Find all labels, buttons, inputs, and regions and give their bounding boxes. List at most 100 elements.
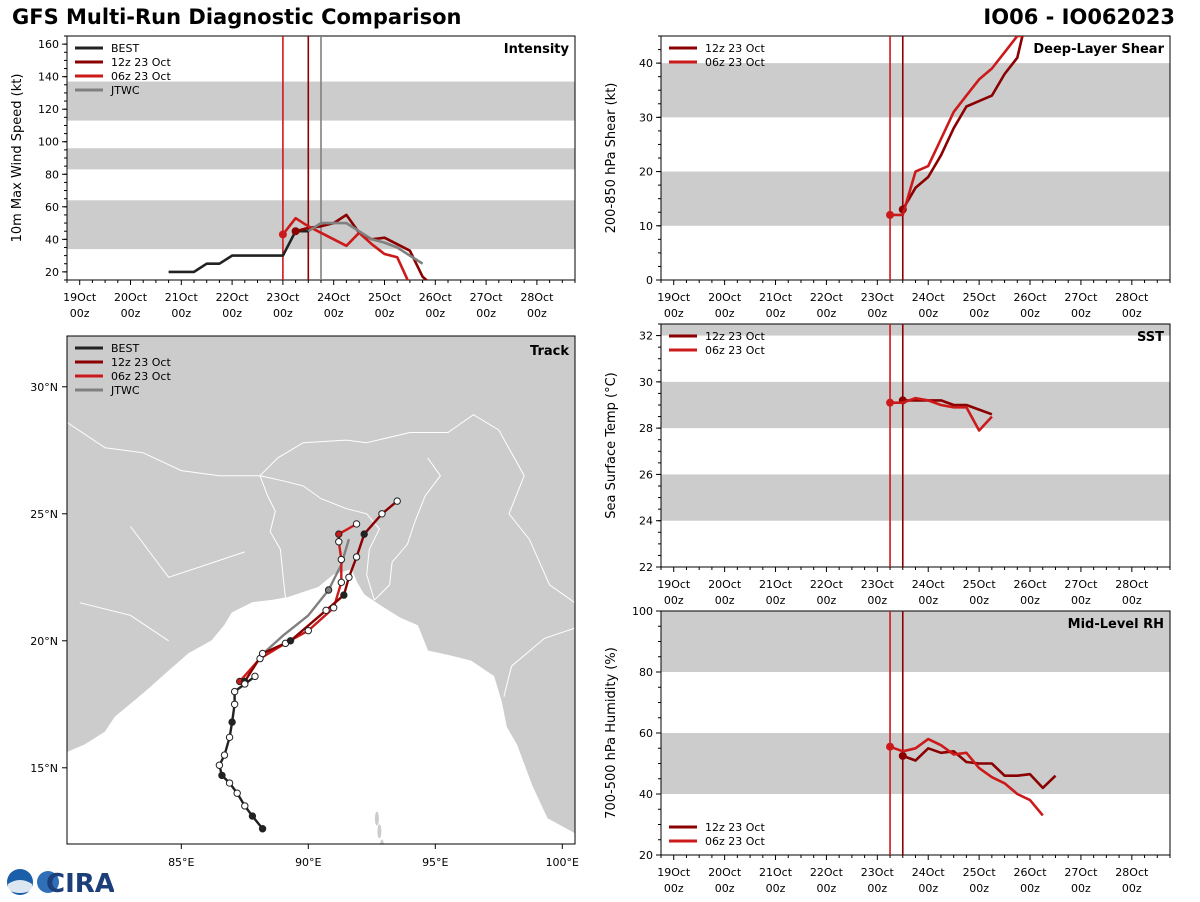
track-point-best [241,802,249,810]
intensity-xtick-date: 21Oct [165,291,199,304]
shear-xtick-hour: 00z [766,307,786,320]
shear-xtick-date: 26Oct [1014,291,1048,304]
intensity-xtick-hour: 00z [273,307,293,320]
sst-ytick-label: 22 [639,561,653,574]
intensity-xtick-date: 23Oct [266,291,300,304]
intensity-xtick-date: 20Oct [114,291,148,304]
rh-xtick-hour: 00z [1020,882,1040,895]
intensity-xtick-date: 19Oct [63,291,97,304]
track-point-best [248,812,257,820]
rh-ytick-label: 20 [639,849,653,862]
intensity-line-jtwc [307,221,424,265]
sst-xtick-date: 19Oct [657,578,691,591]
shear-title: Deep-Layer Shear [1033,42,1164,57]
legend-label-06z-23-oct: 06z 23 Oct [111,370,171,383]
track-xtick-label: 95°E [422,856,448,869]
intensity-xtick-date: 26Oct [419,291,453,304]
track-point-jtwc [324,586,333,594]
sst-xtick-date: 25Oct [963,578,997,591]
sst-xtick-hour: 00z [664,594,684,607]
rh-xtick-date: 22Oct [810,866,844,879]
intensity-ytick-label: 120 [38,103,59,116]
intensity-ytick-label: 40 [45,233,59,246]
track-ytick-label: 20°N [30,635,58,648]
sst-ytick-label: 28 [639,422,653,435]
shear-ytick-label: 20 [639,166,653,179]
track-point-12z-23-oct [286,637,295,645]
track-point-best [220,751,229,759]
track-point-best [218,771,226,780]
intensity-xtick-hour: 00z [375,307,395,320]
shear-band-1 [661,63,1170,118]
rh-xtick-hour: 00z [969,882,989,895]
intensity-xtick-hour: 00z [476,307,496,320]
border-line-7 [503,627,575,697]
sst-xtick-hour: 00z [817,594,837,607]
sst-ytick-label: 26 [639,468,653,481]
rh-ytick-label: 40 [639,788,653,801]
shear-ytick-label: 0 [646,274,653,287]
legend-label-12z-23-oct: 12z 23 Oct [705,821,765,834]
shear-line-06z-23-oct [890,36,1023,217]
rh-xtick-date: 27Oct [1064,866,1098,879]
intensity-ylabel: 10m Max Wind Speed (kt) [10,74,25,243]
legend-label-12z-23-oct: 12z 23 Oct [705,42,765,55]
intensity-xtick-date: 27Oct [470,291,504,304]
track-ytick-label: 25°N [30,508,58,521]
rh-xtick-hour: 00z [1071,882,1091,895]
track-point-best [241,680,249,688]
sst-band-0 [661,474,1170,521]
shear-ylabel: 200-850 hPa Shear (kt) [604,83,619,234]
intensity-start-point-12z-23-oct [291,227,300,236]
rh-title: Mid-Level RH [1068,617,1164,632]
shear-xtick-hour: 00z [969,307,989,320]
island-0 [374,811,379,826]
track-point-best [258,825,267,833]
track-point-best [230,687,239,696]
globe-icon [37,871,59,893]
track-xtick-label: 90°E [295,856,321,869]
border-line-9 [79,602,169,642]
shear-band-0 [661,171,1170,226]
sst-xtick-hour: 00z [867,594,887,607]
shear-xtick-hour: 00z [664,307,684,320]
shear-xtick-hour: 00z [1071,307,1091,320]
sst-xtick-hour: 00z [715,594,735,607]
sst-xtick-hour: 00z [918,594,938,607]
intensity-ytick-label: 140 [38,71,59,84]
rh-xtick-date: 23Oct [861,866,895,879]
shear-xtick-date: 23Oct [861,291,895,304]
sst-line-06z-23-oct [890,396,993,432]
rh-start-point-06z-23-oct [886,742,895,751]
shear-xtick-hour: 00z [918,307,938,320]
track-xtick-label: 85°E [168,856,194,869]
intensity-xtick-date: 22Oct [216,291,250,304]
rh-xtick-date: 24Oct [912,866,946,879]
island-2 [380,839,384,844]
rh-xtick-hour: 00z [1122,882,1142,895]
track-point-06z-23-oct [337,555,346,564]
rh-xtick-date: 28Oct [1115,866,1149,879]
track-point-best [228,718,236,726]
page-title: GFS Multi-Run Diagnostic Comparison [12,5,462,29]
shear-xtick-hour: 00z [817,307,837,320]
intensity-title: Intensity [504,42,570,57]
rh-xtick-hour: 00z [918,882,938,895]
track-point-06z-23-oct [330,604,338,612]
track-xtick-label: 100°E [546,856,579,869]
shear-xtick-hour: 00z [1122,307,1142,320]
legend-label-12z-23-oct: 12z 23 Oct [111,56,171,69]
intensity-series-group [168,213,429,280]
rh-xtick-hour: 00z [817,882,837,895]
shear-start-point-06z-23-oct [886,210,895,219]
sst-panel: 22 24 26 28 30 32 19Oct 00z 20Oct 00z 21Oct 00z 22Oc… [604,323,1171,607]
track-point-06z-23-oct [337,578,346,587]
intensity-ytick-label: 60 [45,201,59,214]
sst-xtick-hour: 00z [1020,594,1040,607]
sst-frame [660,323,1171,568]
border-line-5 [373,457,442,601]
track-ytick-label: 30°N [30,381,58,394]
rh-xtick-hour: 00z [715,882,735,895]
sst-ylabel: Sea Surface Temp (°C) [604,372,619,519]
rh-xtick-hour: 00z [766,882,786,895]
